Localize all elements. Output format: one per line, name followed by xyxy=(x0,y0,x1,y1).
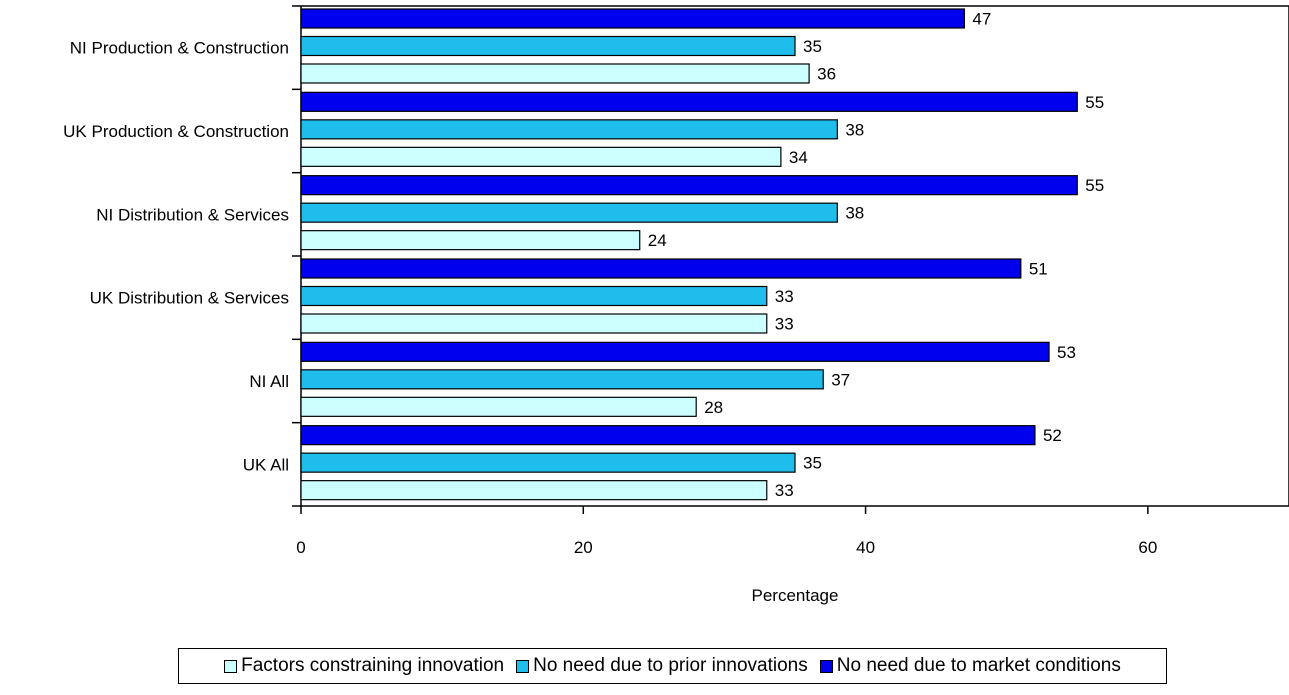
bar xyxy=(300,63,810,84)
bar xyxy=(300,35,796,57)
bar xyxy=(300,258,1022,279)
legend-item: No need due to prior innovations xyxy=(516,655,808,677)
legend-swatch xyxy=(224,659,238,673)
bar-value-label: 35 xyxy=(803,454,822,473)
bar-value-label: 33 xyxy=(775,315,794,334)
bar xyxy=(300,146,782,167)
legend-label: Factors constraining innovation xyxy=(241,655,505,676)
y-tick-label: NI All xyxy=(249,372,289,391)
bar xyxy=(300,480,768,501)
bar xyxy=(300,452,796,473)
bar xyxy=(300,230,641,251)
bar xyxy=(300,119,838,140)
bar-value-label: 33 xyxy=(775,287,794,306)
bar-value-label: 51 xyxy=(1029,260,1048,279)
bar-value-label: 33 xyxy=(775,481,794,500)
bar-value-label: 47 xyxy=(972,10,991,29)
y-tick-label: UK Distribution & Services xyxy=(90,289,289,308)
bar xyxy=(300,396,697,417)
bar-value-label: 35 xyxy=(803,37,822,56)
y-tick-label: NI Distribution & Services xyxy=(96,205,289,224)
legend-item: Factors constraining innovation xyxy=(224,655,504,677)
x-axis: 0 20 40 60 xyxy=(296,506,1157,557)
bar-value-label: 38 xyxy=(845,120,864,139)
bar xyxy=(300,313,768,334)
bar xyxy=(300,341,1050,362)
legend: Factors constraining innovation No need d… xyxy=(178,648,1167,684)
x-tick-label: 0 xyxy=(296,538,305,557)
legend-swatch xyxy=(819,659,833,673)
legend-label: No need due to market conditions xyxy=(836,655,1121,676)
value-labels-layer: 47 35 36 55 38 34 55 38 24 51 33 33 53 37 28 52 35 33 xyxy=(648,10,1104,501)
legend-item: No need due to market conditions xyxy=(819,655,1121,677)
bar-value-label: 34 xyxy=(789,148,808,167)
y-tick-label: UK All xyxy=(243,455,289,474)
bar xyxy=(300,91,1078,112)
bars-layer xyxy=(300,8,1078,501)
bar-value-label: 28 xyxy=(704,398,723,417)
x-tick-label: 60 xyxy=(1138,538,1157,557)
x-tick-label: 40 xyxy=(856,538,875,557)
y-tick-label: NI Production & Construction xyxy=(70,39,289,58)
bar-value-label: 38 xyxy=(845,204,864,223)
bar-value-label: 52 xyxy=(1043,426,1062,445)
bar xyxy=(300,202,838,223)
y-tick-label: UK Production & Construction xyxy=(63,122,289,141)
bar-value-label: 24 xyxy=(648,231,667,250)
legend-label: No need due to prior innovations xyxy=(533,655,808,676)
x-tick-label: 20 xyxy=(574,538,593,557)
bar xyxy=(300,285,768,307)
bar xyxy=(300,425,1036,446)
bar xyxy=(300,8,965,29)
legend-swatch xyxy=(516,659,530,673)
bar-value-label: 37 xyxy=(831,370,850,389)
bar xyxy=(300,369,824,390)
bar-value-label: 36 xyxy=(817,65,836,84)
y-axis: NI Production & Construction UK Productio… xyxy=(63,5,301,507)
bar xyxy=(300,175,1078,196)
x-axis-title: Percentage xyxy=(752,586,839,605)
bar-value-label: 55 xyxy=(1085,176,1104,195)
plot-area xyxy=(300,5,1289,507)
bar-value-label: 53 xyxy=(1057,343,1076,362)
bar-value-label: 55 xyxy=(1085,93,1104,112)
